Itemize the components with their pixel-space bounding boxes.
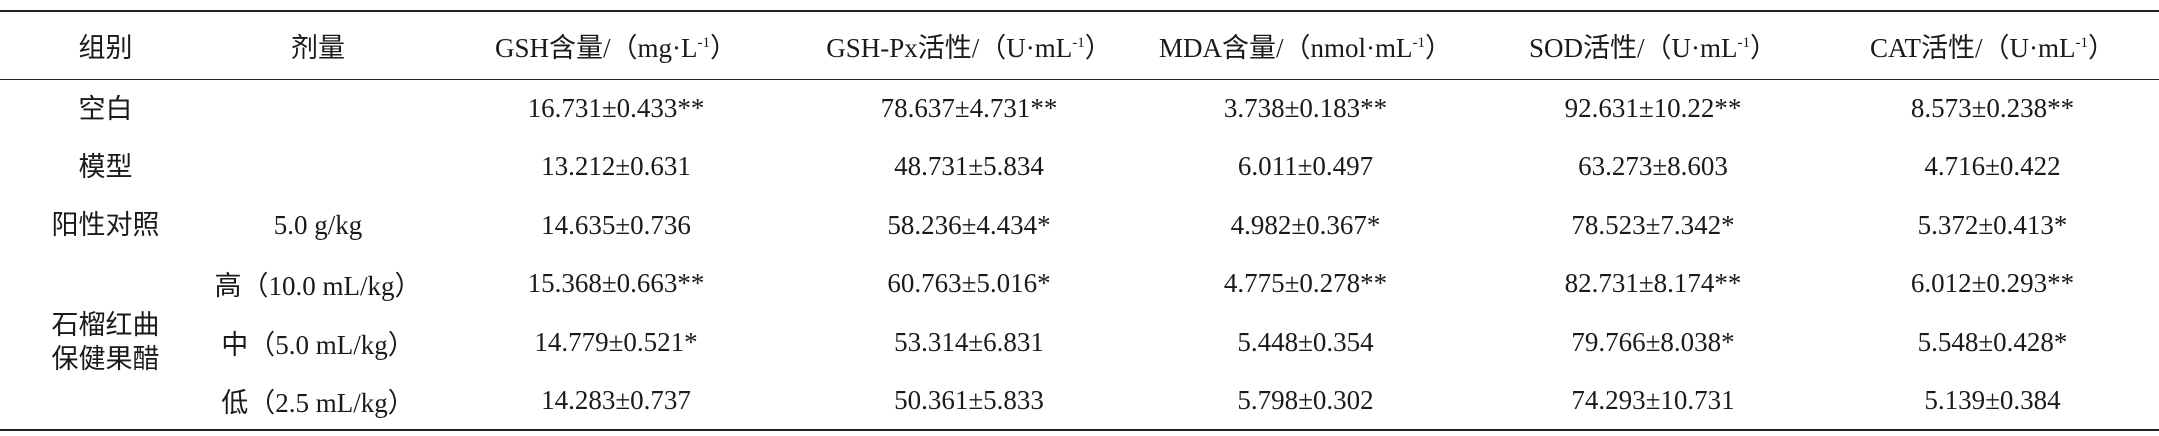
dose-cell: 中（5.0 mL/kg） [221,329,415,360]
value-cell: 6.012±0.293** [1910,268,2075,299]
dose-cell: 低（2.5 mL/kg） [221,387,415,418]
header-text: CAT活性/（U·mL [1870,32,2076,63]
dose-cell: 5.0 g/kg [273,209,363,240]
header-cell: GSH含量/（mg·L-1） [425,11,807,79]
table-row: 阳性对照 5.0 g/kg 14.635±0.736 58.236±4.434* 4.9… [0,196,2159,255]
header-cell: 组别 [0,11,211,79]
header-text: MDA含量/（nmol·mL [1159,32,1413,63]
value-cell: 5.798±0.302 [1237,384,1374,415]
table-row: 中（5.0 mL/kg） 14.779±0.521* 53.314±6.831 5.4… [0,313,2159,372]
table-row: 空白 16.731±0.433** 78.637±4.731** 3.738±0.18… [0,79,2159,138]
value-cell: 3.738±0.183** [1223,93,1388,123]
table-body: 空白 16.731±0.433** 78.637±4.731** 3.738±0.18… [0,79,2159,430]
value-cell: 5.448±0.354 [1237,326,1374,357]
header-cell: GSH-Px活性/（U·mL-1） [807,11,1131,79]
header-superscript: -1 [1412,34,1426,51]
value-cell: 4.982±0.367* [1230,209,1381,240]
header-text: GSH-Px活性/（U·mL [826,32,1073,63]
value-cell: 13.212±0.631 [541,151,691,182]
table-row: 模型 13.212±0.631 48.731±5.834 6.011±0.497 63.… [0,138,2159,197]
header-text: ） [1084,32,1112,63]
value-cell: 74.293±10.731 [1571,384,1735,415]
dose-cell: 高（10.0 mL/kg） [214,271,422,302]
value-cell: 48.731±5.834 [894,151,1044,182]
dose-cell [211,79,425,138]
header-row: 组别 剂量 GSH含量/（mg·L-1） GSH-Px活性/（U·mL-1） MDA含量… [0,11,2159,79]
header-text: SOD活性/（U·mL [1529,32,1738,63]
value-cell: 60.763±5.016* [887,268,1051,299]
value-cell: 5.139±0.384 [1924,384,2061,415]
value-cell: 5.548±0.428* [1917,326,2068,357]
group-label: 阳性对照 [51,210,160,241]
header-cell: SOD活性/（U·mL-1） [1480,11,1826,79]
value-cell: 92.631±10.22** [1564,93,1742,123]
value-cell: 15.368±0.663** [527,268,705,299]
value-cell: 79.766±8.038* [1571,326,1735,357]
value-cell: 50.361±5.833 [894,384,1044,415]
header-text: ） [710,32,737,63]
header-text: 组别 [78,32,133,63]
value-cell: 14.283±0.737 [541,384,691,415]
value-cell: 4.775±0.278** [1223,268,1388,299]
header-cell: 剂量 [211,11,425,79]
header-cell: CAT活性/（U·mL-1） [1826,11,2159,79]
data-table: 组别 剂量 GSH含量/（mg·L-1） GSH-Px活性/（U·mL-1） MDA含量… [0,10,2159,431]
group-label: 保健果醋 [51,343,160,374]
value-cell: 16.731±0.433** [527,93,705,123]
group-cell: 空白 [0,79,211,138]
header-text: 剂量 [291,32,345,63]
header-text: ） [1750,32,1777,63]
header-superscript: -1 [1737,34,1751,51]
group-cell: 阳性对照 [0,196,211,255]
header-superscript: -1 [2075,34,2089,51]
value-cell: 14.635±0.736 [541,209,691,240]
value-cell: 58.236±4.434* [887,209,1051,240]
table-row: 石榴红曲 保健果醋 高（10.0 mL/kg） 15.368±0.663** 60.76… [0,255,2159,374]
value-cell: 14.779±0.521* [534,326,698,357]
value-cell: 6.011±0.497 [1237,151,1374,182]
header-text: ） [1425,32,1452,63]
header-superscript: -1 [1072,34,1085,51]
dose-cell [211,138,425,197]
table-header: 组别 剂量 GSH含量/（mg·L-1） GSH-Px活性/（U·mL-1） MDA含量… [0,11,2159,79]
group-label: 模型 [78,151,133,182]
group-label: 石榴红曲 [51,309,160,340]
value-cell: 5.372±0.413* [1917,209,2068,240]
value-cell: 53.314±6.831 [894,326,1044,357]
value-cell: 8.573±0.238** [1910,93,2075,123]
group-cell: 模型 [0,138,211,197]
group-cell: 石榴红曲 保健果醋 [0,255,211,431]
header-superscript: -1 [697,34,711,51]
header-cell: MDA含量/（nmol·mL-1） [1131,11,1480,79]
header-text: ） [2088,32,2115,63]
group-label: 空白 [78,93,133,124]
value-cell: 82.731±8.174** [1564,268,1742,299]
value-cell: 78.523±7.342* [1571,209,1735,240]
table-row: 低（2.5 mL/kg） 14.283±0.737 50.361±5.833 5.79… [0,372,2159,430]
value-cell: 63.273±8.603 [1578,151,1728,182]
value-cell: 78.637±4.731** [880,93,1058,123]
value-cell: 4.716±0.422 [1924,151,2061,182]
header-text: GSH含量/（mg·L [495,32,698,63]
